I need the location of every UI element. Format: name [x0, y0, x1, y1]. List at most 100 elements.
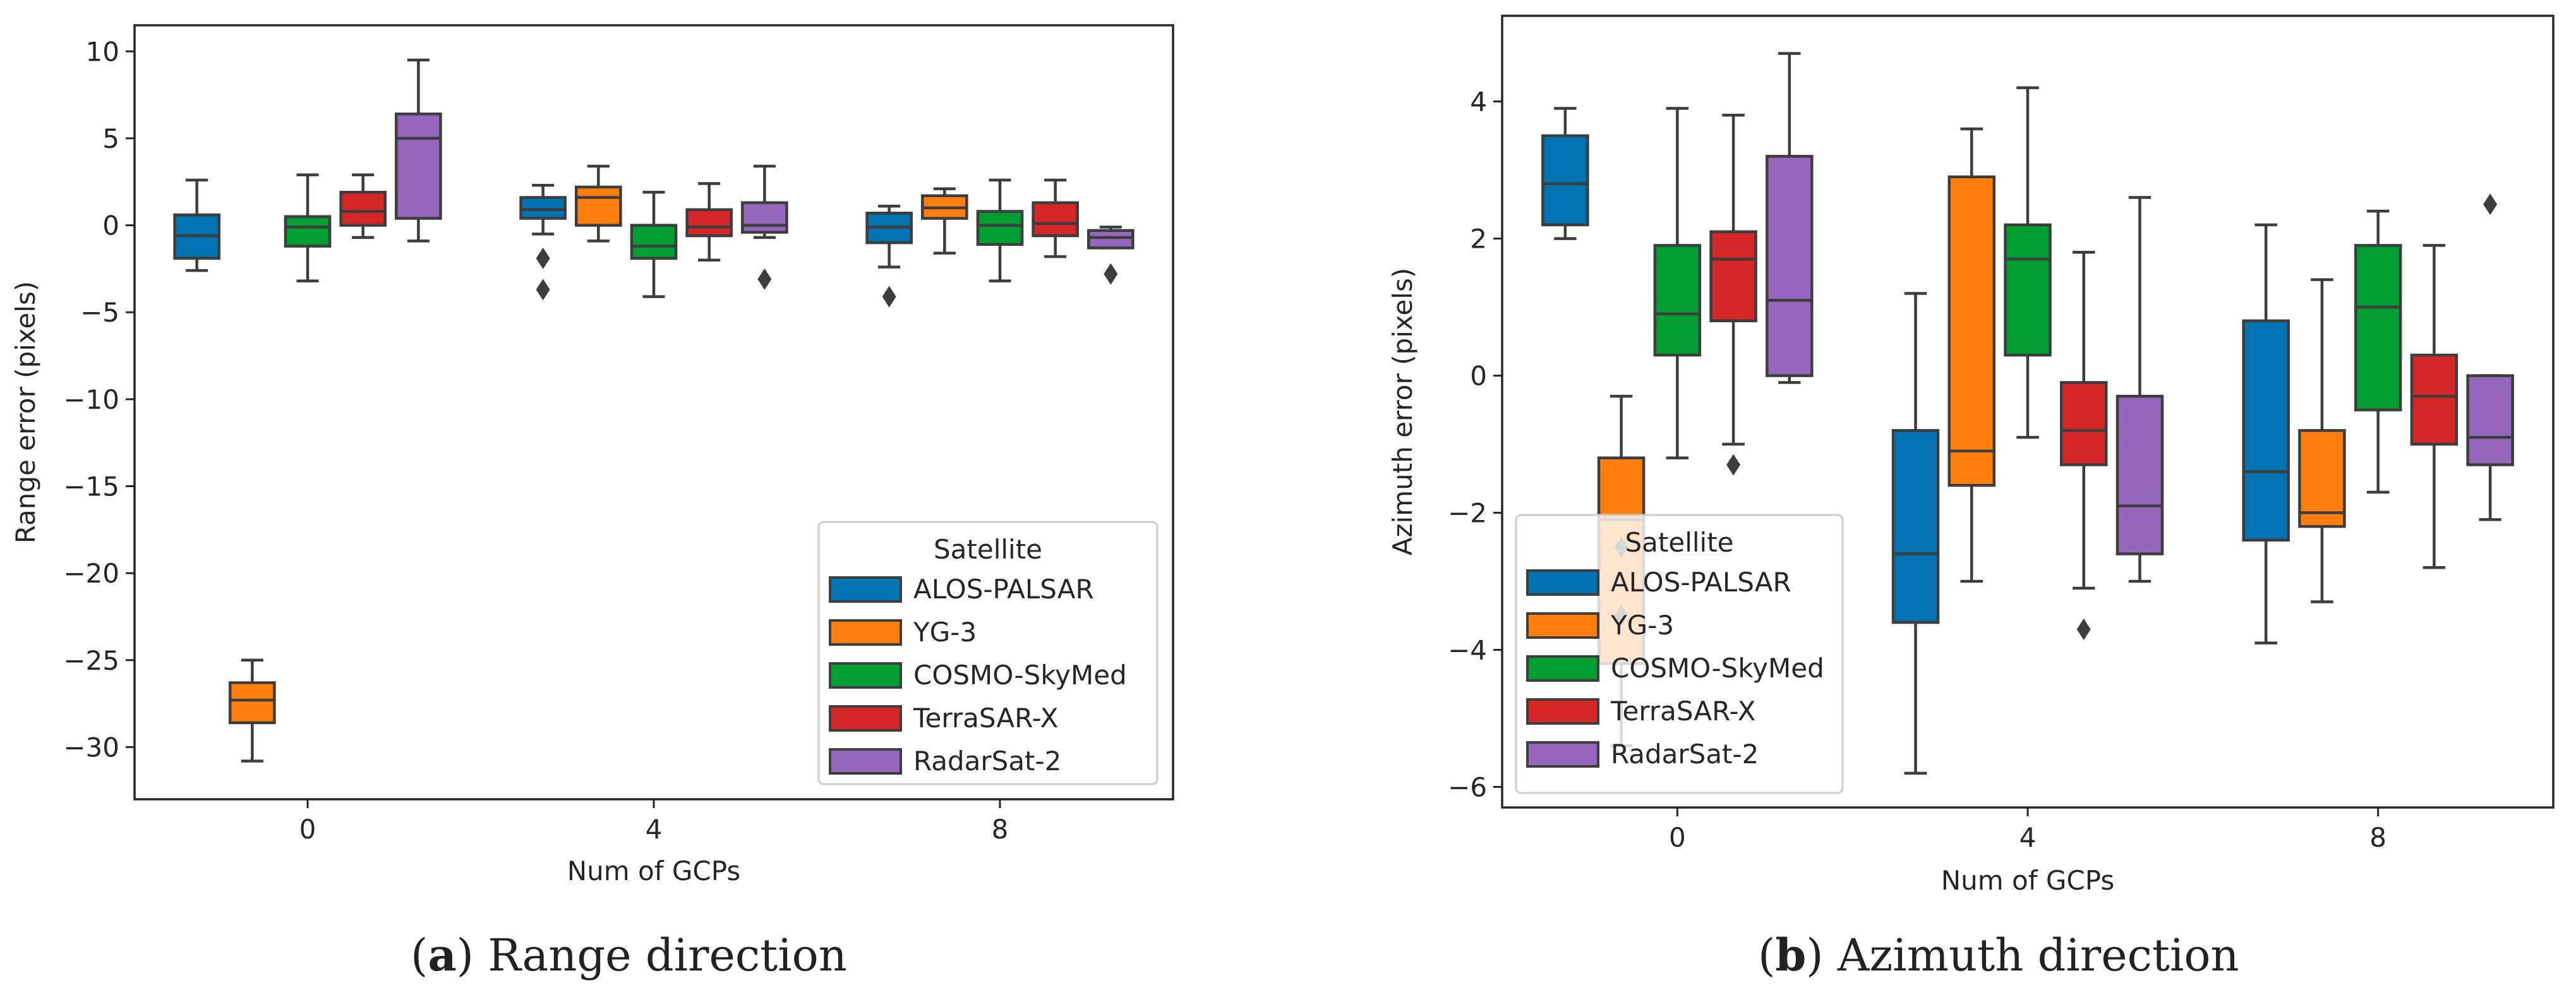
box-TerraSAR-X-0	[1709, 114, 1757, 476]
box-TerraSAR-X-4	[2059, 251, 2108, 640]
box-body	[2298, 429, 2346, 528]
box-body	[1653, 244, 1702, 357]
y-tick-label: −20	[63, 558, 119, 589]
outlier	[2483, 193, 2498, 215]
outlier	[882, 286, 896, 308]
box-body	[395, 112, 442, 220]
caption-a-open: (	[411, 929, 428, 981]
x-tick-label: 8	[2369, 822, 2386, 853]
box-ALOS-PALSAR-0	[173, 178, 220, 272]
box-ALOS-PALSAR-4	[1891, 292, 1940, 775]
x-tick-label: 4	[2019, 822, 2037, 853]
legend-label-TerraSAR-X: TerraSAR-X	[913, 703, 1058, 734]
box-body	[2466, 374, 2514, 466]
outlier	[536, 279, 550, 301]
box-body	[630, 224, 678, 260]
legend-label-RadarSat-2: RadarSat-2	[913, 746, 1061, 777]
box-COSMO-SkyMed-8	[2354, 209, 2402, 494]
legend: Satellite ALOS-PALSAR YG-3 COSMO-SkyMed Terr…	[817, 521, 1159, 785]
box-ALOS-PALSAR-4	[519, 184, 567, 301]
outlier	[1104, 263, 1118, 285]
box-body	[2059, 381, 2108, 466]
box-COSMO-SkyMed-4	[2004, 86, 2052, 439]
y-tick-label: −6	[1448, 771, 1487, 802]
y-axis-label: Range error (pixels)	[10, 281, 41, 544]
y-tick-label: −25	[63, 645, 119, 676]
legend-swatch-YG-3	[829, 619, 902, 646]
box-body	[685, 208, 733, 238]
legend-swatch-COSMO-SkyMed	[829, 662, 902, 689]
x-tick-label: 0	[299, 814, 316, 845]
outlier	[2076, 618, 2091, 640]
caption-a-text: Range direction	[473, 929, 847, 981]
box-body	[2116, 394, 2164, 555]
legend-label-ALOS-PALSAR: ALOS-PALSAR	[1611, 567, 1791, 598]
y-tick-label: 10	[86, 36, 119, 67]
y-tick-label: −4	[1448, 634, 1487, 665]
range-chart: 10 5 0 −5 −10 −15 −20 −25 −30 0 4 8 Num of GCPs Range…	[10, 24, 1174, 886]
legend-label-TerraSAR-X: TerraSAR-X	[1610, 696, 1755, 727]
legend-swatch-ALOS-PALSAR	[1526, 569, 1599, 596]
y-tick-label: −10	[63, 384, 119, 415]
legend-swatch-RadarSat-2	[829, 748, 902, 775]
box-COSMO-SkyMed-8	[976, 178, 1024, 282]
caption-a: (a) Range direction	[411, 929, 847, 981]
y-tick-label: −2	[1448, 498, 1487, 529]
box-TerraSAR-X-4	[685, 182, 733, 262]
box-TerraSAR-X-8	[2410, 244, 2459, 569]
legend: Satellite ALOS-PALSAR YG-3 COSMO-SkyMed Terr…	[1515, 514, 1844, 794]
y-tick-label: −15	[63, 471, 119, 502]
x-tick-label: 0	[1669, 822, 1686, 853]
box-body	[1947, 175, 1996, 487]
caption-b-text: Azimuth direction	[1823, 929, 2239, 981]
box-body	[741, 201, 788, 234]
legend-swatch-RadarSat-2	[1526, 741, 1599, 768]
legend-frame	[817, 521, 1159, 785]
legend-label-COSMO-SkyMed: COSMO-SkyMed	[1611, 653, 1824, 684]
box-body	[2354, 244, 2402, 412]
legend-label-YG-3: YG-3	[913, 617, 977, 648]
caption-a-letter: a	[428, 929, 457, 981]
caption-a-close: )	[456, 929, 474, 981]
box-COSMO-SkyMed-4	[630, 191, 678, 298]
y-tick-label: 5	[102, 123, 119, 154]
box-body	[976, 210, 1024, 246]
caption-b-open: (	[1758, 929, 1776, 981]
box-TerraSAR-X-0	[339, 173, 387, 239]
legend-swatch-ALOS-PALSAR	[829, 576, 902, 603]
box-body	[574, 185, 622, 227]
y-tick-label: 0	[1470, 361, 1487, 392]
legend-title: Satellite	[1625, 527, 1733, 558]
box-body	[1541, 134, 1589, 227]
box-TerraSAR-X-8	[1032, 178, 1080, 258]
y-tick-label: 0	[102, 210, 119, 241]
box-body	[1766, 155, 1814, 377]
legend-swatch-YG-3	[1526, 612, 1599, 639]
box-RadarSat-2-0	[1766, 52, 1814, 384]
box-COSMO-SkyMed-0	[284, 173, 332, 282]
legend-swatch-TerraSAR-X	[1526, 698, 1599, 725]
box-RadarSat-2-0	[395, 58, 442, 243]
axes-frame	[133, 24, 1174, 801]
box-body	[284, 215, 332, 248]
box-COSMO-SkyMed-0	[1653, 107, 1702, 459]
y-tick-label: −5	[80, 297, 119, 328]
outlier	[1726, 454, 1741, 476]
box-body	[2004, 223, 2052, 357]
legend-swatch-TerraSAR-X	[829, 705, 902, 732]
legend-label-RadarSat-2: RadarSat-2	[1611, 739, 1759, 770]
box-body	[519, 196, 567, 220]
legend-swatch-COSMO-SkyMed	[1526, 655, 1599, 682]
box-YG-3-4	[1947, 127, 1996, 583]
box-ALOS-PALSAR-8	[865, 205, 913, 308]
box-YG-3-8	[2298, 278, 2346, 603]
y-axis-label: Azimuth error (pixels)	[1387, 268, 1418, 556]
box-YG-3-8	[920, 187, 968, 255]
box-body	[1032, 201, 1080, 238]
box-body	[2410, 353, 2459, 446]
azimuth-chart: 4 2 0 −2 −4 −6 0 4 8 Num of GCPs Azimuth error (pi…	[1387, 15, 2555, 896]
box-body	[339, 191, 387, 227]
box-RadarSat-2-8	[1087, 226, 1135, 285]
x-tick-label: 4	[646, 814, 663, 845]
